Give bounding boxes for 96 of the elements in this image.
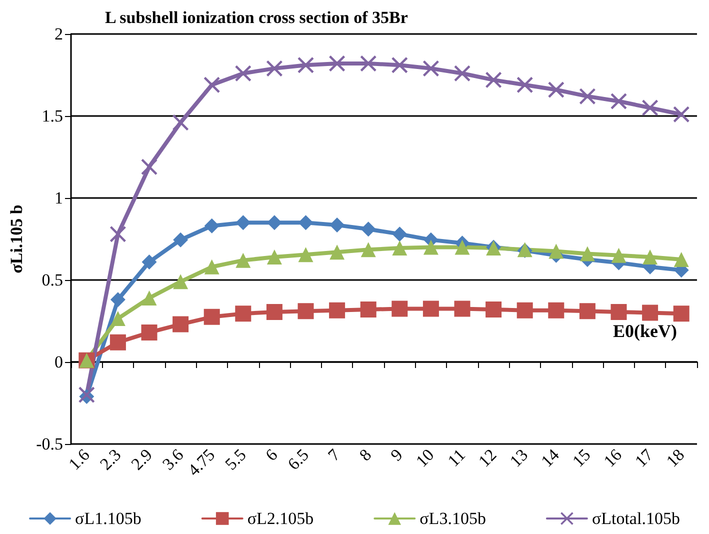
point — [204, 76, 220, 93]
point — [298, 303, 314, 320]
x-tick-label: 8 — [356, 445, 376, 465]
point — [611, 248, 626, 263]
point — [454, 65, 470, 82]
x-tick-label: 2.3 — [96, 445, 125, 474]
point — [548, 82, 564, 98]
x-tick-label: 6.5 — [284, 445, 312, 474]
y-axis-title: σLi.105 b — [7, 204, 26, 274]
point — [579, 88, 596, 104]
point — [454, 300, 470, 317]
point — [673, 306, 690, 322]
x-tick-label: 2.9 — [128, 445, 156, 474]
y-tick-label: 0.5 — [42, 270, 63, 290]
point — [142, 254, 157, 270]
y-tick-label: 1 — [54, 188, 63, 208]
x-tick-label: 15 — [568, 445, 594, 471]
legend-label: σLtotal.105b — [592, 509, 680, 528]
point — [516, 76, 533, 93]
x-axis-title: E0(keV) — [613, 321, 677, 341]
point — [110, 292, 126, 308]
point — [392, 300, 408, 317]
point — [360, 56, 376, 72]
point — [422, 60, 439, 76]
point — [329, 302, 346, 318]
point — [173, 232, 188, 248]
point — [392, 240, 408, 256]
legend-label: σL2.105b — [247, 509, 314, 528]
x-tick-label: 5.5 — [221, 445, 250, 474]
x-tick-label: 6 — [262, 445, 282, 465]
x-tick-label: 9 — [386, 445, 406, 465]
point — [392, 57, 408, 74]
x-tick-label: 12 — [474, 445, 500, 471]
point — [642, 100, 658, 116]
point — [392, 226, 408, 242]
point — [423, 240, 438, 255]
point — [360, 242, 376, 258]
point — [454, 240, 470, 255]
legend-label: σL1.105b — [75, 509, 142, 528]
point — [330, 244, 345, 260]
x-tick-label: 17 — [631, 445, 657, 471]
point — [674, 252, 689, 267]
point — [236, 252, 251, 268]
point — [142, 290, 157, 306]
x-tick-label: 7 — [324, 445, 344, 465]
point — [579, 303, 596, 320]
point — [110, 226, 126, 242]
point — [610, 93, 627, 110]
point — [204, 218, 220, 234]
point — [486, 302, 502, 318]
point — [548, 302, 564, 318]
y-tick-label: -0.5 — [36, 434, 63, 454]
point — [298, 215, 314, 230]
point — [236, 215, 251, 230]
x-tick-label: 16 — [600, 445, 626, 471]
x-tick-label: 11 — [444, 445, 469, 470]
point — [172, 316, 189, 332]
point — [360, 302, 376, 318]
point — [516, 302, 533, 318]
point — [422, 300, 439, 317]
point — [330, 218, 345, 233]
point — [141, 158, 158, 175]
point — [204, 308, 220, 325]
point — [266, 304, 282, 320]
y-tick-label: 1.5 — [42, 106, 63, 126]
point — [610, 304, 627, 320]
point — [266, 60, 282, 76]
point — [235, 306, 252, 322]
x-tick-label: 13 — [506, 445, 532, 471]
chart-title: L subshell ionization cross section of 35Br — [105, 8, 408, 27]
point — [298, 57, 314, 74]
point — [298, 247, 314, 262]
x-tick-label: 10 — [412, 445, 438, 471]
legend-label: σL3.105b — [420, 509, 486, 528]
point — [141, 324, 158, 340]
point — [266, 250, 282, 265]
x-tick-label: 14 — [537, 444, 564, 471]
point — [642, 250, 658, 265]
point — [110, 311, 126, 326]
point — [642, 304, 658, 321]
point — [548, 244, 564, 259]
y-tick-label: 0 — [54, 352, 63, 372]
point — [266, 215, 282, 230]
point — [173, 274, 188, 290]
y-tick-label: 2 — [54, 24, 63, 44]
point — [360, 222, 376, 237]
point — [235, 65, 252, 82]
x-tick-label: 1.6 — [64, 445, 94, 474]
point — [329, 56, 346, 72]
point — [486, 72, 502, 88]
point — [580, 246, 595, 262]
point — [204, 259, 220, 274]
point — [673, 106, 690, 122]
point — [110, 334, 126, 350]
point — [172, 114, 189, 131]
x-tick-label: 18 — [662, 445, 688, 471]
